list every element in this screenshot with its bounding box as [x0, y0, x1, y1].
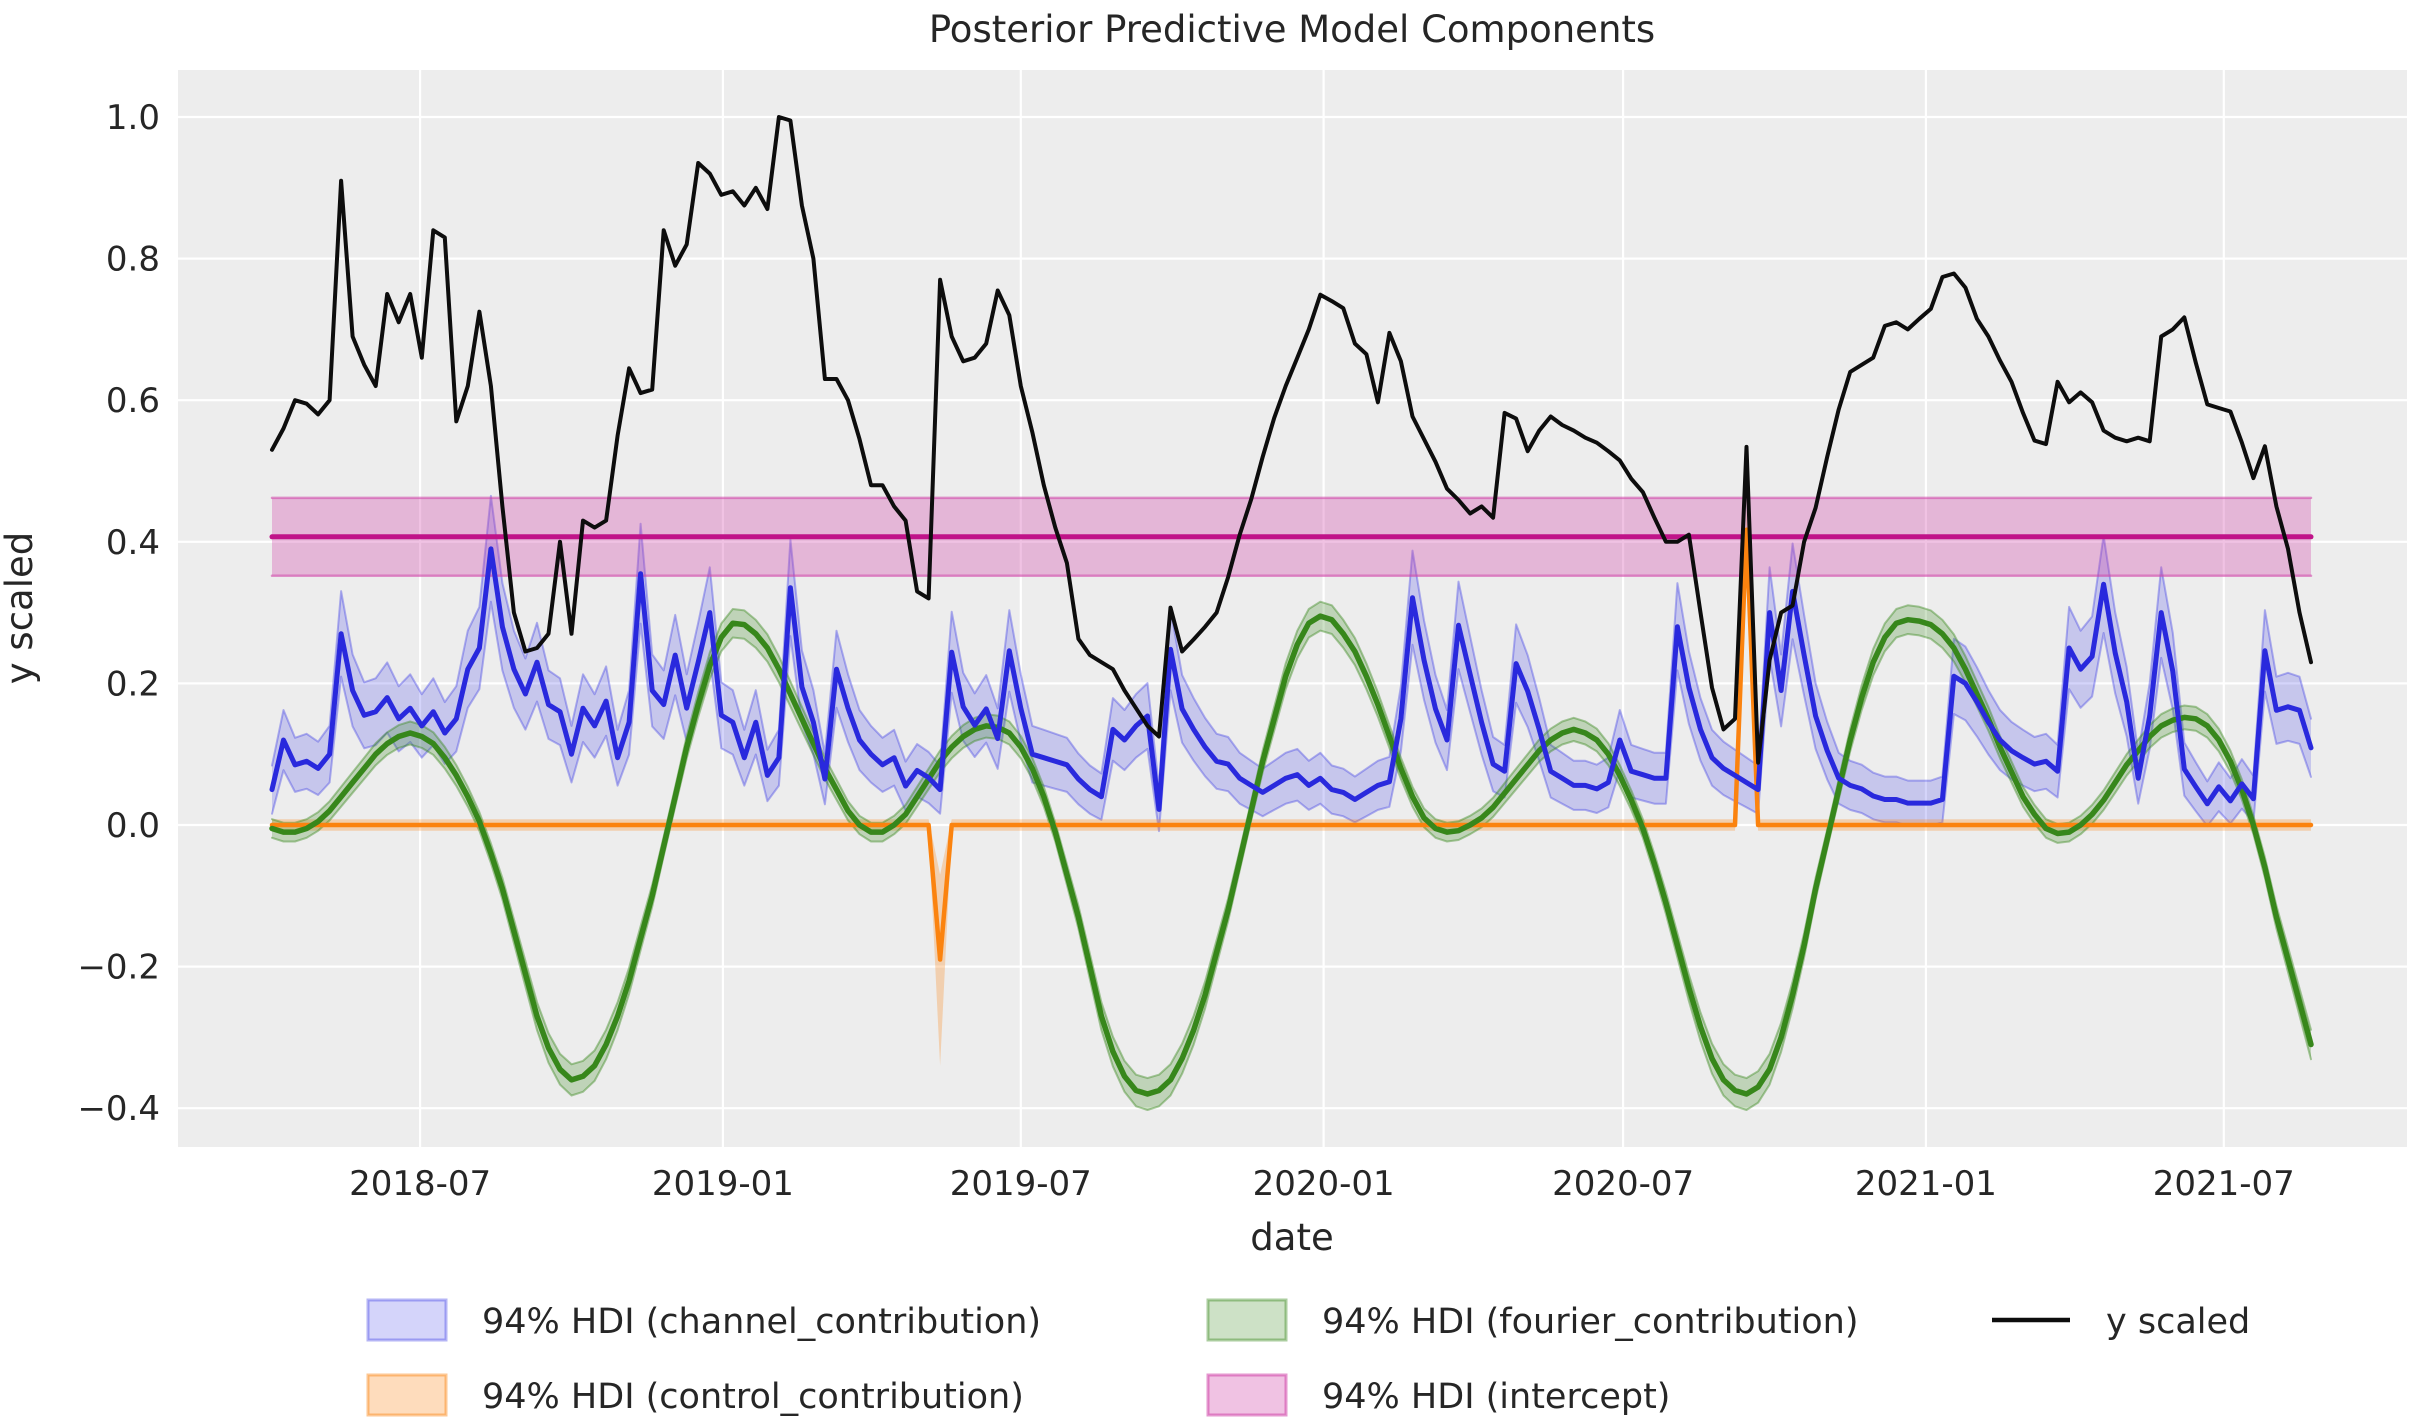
- svg-text:0.0: 0.0: [106, 806, 160, 846]
- control-contribution-line: [269, 527, 2314, 962]
- legend: 94% HDI (channel_contribution) 94% HDI (c…: [366, 1298, 2250, 1417]
- x-tick-labels: 2018-07 2019-01 2019-07 2020-01 2020-07 2021-…: [349, 1164, 2295, 1204]
- legend-label: 94% HDI (fourier_contribution): [1322, 1302, 1859, 1342]
- legend-item-y_scaled: y scaled: [1992, 1302, 2250, 1342]
- legend-label: 94% HDI (control_contribution): [482, 1377, 1024, 1417]
- svg-text:2021-01: 2021-01: [1855, 1164, 1997, 1204]
- svg-text:0.8: 0.8: [106, 240, 160, 280]
- svg-text:2021-07: 2021-07: [2153, 1164, 2295, 1204]
- svg-text:2020-07: 2020-07: [1552, 1164, 1694, 1204]
- svg-text:2018-07: 2018-07: [349, 1164, 491, 1204]
- channel-contribution-line: [269, 546, 2314, 812]
- svg-text:2019-01: 2019-01: [652, 1164, 794, 1204]
- legend-item-fourier: 94% HDI (fourier_contribution): [1206, 1298, 1859, 1342]
- chart-title: Posterior Predictive Model Components: [929, 8, 1655, 51]
- legend-label: 94% HDI (intercept): [1322, 1377, 1670, 1417]
- svg-text:2019-07: 2019-07: [950, 1164, 1092, 1204]
- channel-swatch: [366, 1298, 448, 1342]
- svg-text:2020-01: 2020-01: [1253, 1164, 1395, 1204]
- fourier-swatch: [1206, 1298, 1288, 1342]
- x-axis-label: date: [1250, 1216, 1333, 1259]
- svg-text:0.2: 0.2: [106, 664, 160, 704]
- control-swatch: [366, 1373, 448, 1417]
- svg-text:1.0: 1.0: [106, 98, 160, 138]
- legend-label: y scaled: [2106, 1302, 2250, 1342]
- svg-text:−0.4: −0.4: [77, 1089, 160, 1129]
- fourier-contribution-line: [269, 613, 2314, 1097]
- legend-item-channel: 94% HDI (channel_contribution): [366, 1298, 1041, 1342]
- legend-label: 94% HDI (channel_contribution): [482, 1302, 1041, 1342]
- y-axis-label: y scaled: [0, 532, 41, 684]
- svg-text:−0.2: −0.2: [77, 948, 160, 988]
- legend-item-control: 94% HDI (control_contribution): [366, 1373, 1024, 1417]
- y-tick-labels: 1.0 0.8 0.6 0.4 0.2 0.0 −0.2 −0.4: [77, 98, 160, 1129]
- gridlines: [178, 70, 2407, 1147]
- svg-text:0.4: 0.4: [106, 523, 160, 563]
- svg-text:0.6: 0.6: [106, 381, 160, 421]
- legend-item-intercept: 94% HDI (intercept): [1206, 1373, 1670, 1417]
- y-scaled-line: [270, 115, 2313, 765]
- series-lines: [269, 115, 2314, 1097]
- intercept-swatch: [1206, 1373, 1288, 1417]
